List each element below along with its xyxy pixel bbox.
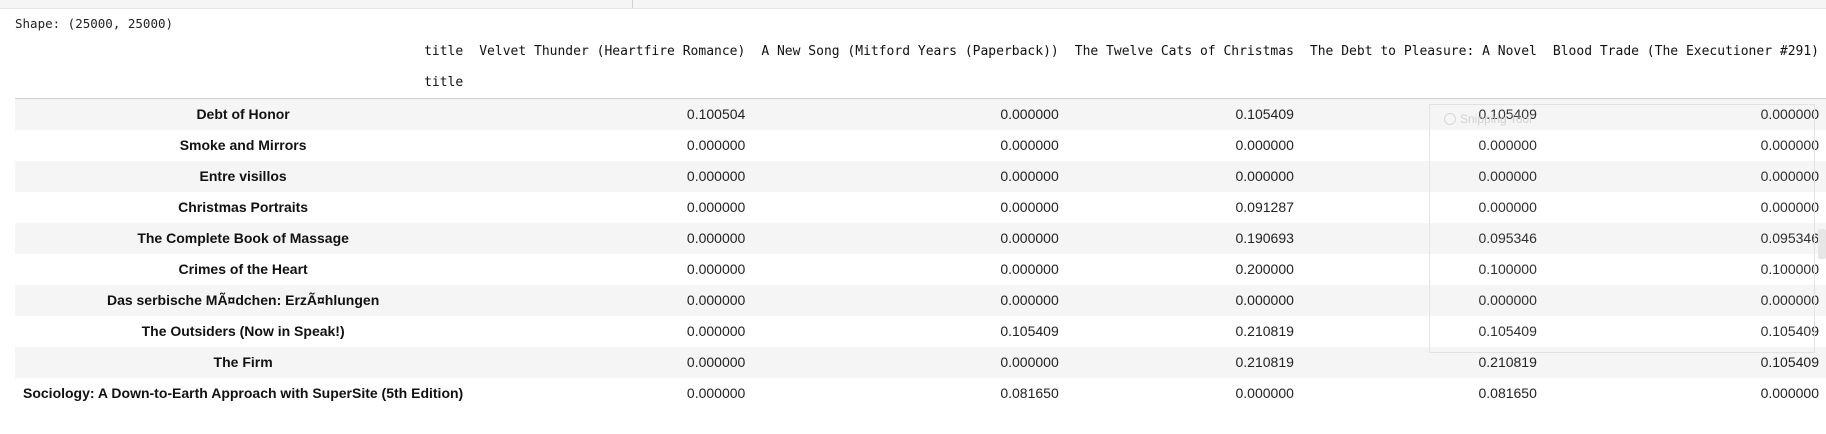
column-header: The Twelve Cats of Christmas [1074, 44, 1294, 59]
table-row: Debt of Honor 0.100504 0.000000 0.105409… [15, 98, 1826, 130]
table-cell: 0.100000 [1478, 261, 1537, 277]
table-cell: 0.000000 [686, 292, 746, 308]
row-label: The Firm [213, 354, 273, 370]
table-cell: 0.105409 [1760, 323, 1819, 339]
columns-axis-name: title [424, 44, 464, 59]
table-row: Smoke and Mirrors 0.000000 0.000000 0.00… [15, 130, 1826, 161]
table-cell: 0.000000 [1760, 137, 1819, 153]
table-cell: 0.105409 [1000, 323, 1059, 339]
table-cell: 0.091287 [1235, 199, 1294, 215]
table-cell: 0.000000 [1760, 292, 1819, 308]
table-cell: 0.200000 [1235, 261, 1294, 277]
column-header: Velvet Thunder (Heartfire Romance) [479, 44, 746, 59]
table-cell: 0.000000 [686, 199, 746, 215]
table-cell: 0.000000 [686, 137, 746, 153]
table-row: The Complete Book of Massage 0.000000 0.… [15, 222, 1826, 254]
table-cell: 0.000000 [1235, 385, 1294, 401]
row-label: Das serbische MÃ¤dchen: ErzÃ¤hlungen [106, 292, 380, 308]
table-cell: 0.095346 [1760, 230, 1819, 246]
table-cell: 0.000000 [1000, 230, 1059, 246]
vertical-scrollbar-thumb[interactable] [1818, 229, 1826, 259]
table-cell: 0.000000 [1000, 106, 1059, 123]
table-cell: 0.000000 [1000, 199, 1059, 215]
table-cell: 0.210819 [1478, 354, 1537, 370]
table-cell: 0.100504 [686, 106, 746, 123]
table-cell: 0.000000 [1235, 168, 1294, 184]
table-cell: 0.000000 [686, 385, 746, 401]
table-row: The Firm 0.000000 0.000000 0.210819 0.21… [15, 346, 1826, 378]
table-cell: 0.000000 [1760, 385, 1819, 401]
table-row: Das serbische MÃ¤dchen: ErzÃ¤hlungen 0.0… [15, 284, 1826, 316]
row-label: The Outsiders (Now in Speak!) [141, 323, 345, 339]
table-row: Christmas Portraits 0.000000 0.000000 0.… [15, 192, 1826, 223]
table-row: Entre visillos 0.000000 0.000000 0.00000… [15, 160, 1826, 192]
row-label: Sociology: A Down-to-Earth Approach with… [23, 385, 464, 401]
table-cell: 0.000000 [686, 230, 746, 246]
table-cell: 0.000000 [1478, 168, 1537, 184]
table-cell: 0.095346 [1478, 230, 1537, 246]
table-cell: 0.000000 [1760, 168, 1819, 184]
table-cell: 0.000000 [1478, 199, 1537, 215]
index-name-row: title [15, 67, 1826, 99]
table-cell: 0.000000 [1760, 106, 1819, 123]
table-cell: 0.105409 [1478, 106, 1537, 123]
table-cell: 0.000000 [1000, 354, 1059, 370]
column-header-row: title Velvet Thunder (Heartfire Romance)… [15, 36, 1826, 67]
column-header: The Debt to Pleasure: A Novel [1309, 44, 1537, 59]
table-cell: 0.105409 [1760, 354, 1819, 370]
row-label: Crimes of the Heart [178, 261, 308, 277]
column-header: Blood Trade (The Executioner #291) [1552, 44, 1819, 59]
table-cell: 0.000000 [686, 354, 746, 370]
table-row: Sociology: A Down-to-Earth Approach with… [15, 378, 1826, 409]
column-header: A New Song (Mitford Years (Paperback)) [761, 44, 1059, 59]
table-cell: 0.100000 [1760, 261, 1819, 277]
table-cell: 0.000000 [686, 261, 746, 277]
row-label: Debt of Honor [196, 106, 290, 123]
table-cell: 0.000000 [1478, 137, 1537, 153]
dataframe-table: title Velvet Thunder (Heartfire Romance)… [15, 36, 1826, 409]
table-cell: 0.081650 [1478, 385, 1537, 401]
table-cell: 0.000000 [1760, 199, 1819, 215]
table-cell: 0.210819 [1235, 354, 1294, 370]
row-label: Entre visillos [199, 168, 287, 184]
table-cell: 0.190693 [1235, 230, 1294, 246]
table-cell: 0.210819 [1235, 323, 1294, 339]
table-cell: 0.000000 [1235, 137, 1294, 153]
previous-cell-strip [0, 0, 1826, 9]
table-cell: 0.000000 [1000, 292, 1059, 308]
table-cell: 0.000000 [686, 168, 746, 184]
table-cell: 0.105409 [1235, 106, 1294, 123]
row-label: Smoke and Mirrors [179, 137, 307, 153]
table-cell: 0.000000 [1000, 137, 1059, 153]
row-label: The Complete Book of Massage [137, 230, 349, 246]
table-cell: 0.000000 [1235, 292, 1294, 308]
table-row: Crimes of the Heart 0.000000 0.000000 0.… [15, 254, 1826, 285]
table-cell: 0.000000 [1000, 261, 1059, 277]
table-cell: 0.000000 [1000, 168, 1059, 184]
table-cell: 0.081650 [1000, 385, 1059, 401]
index-name: title [15, 67, 472, 99]
shape-output: Shape: (25000, 25000) [15, 16, 174, 31]
table-cell: 0.000000 [1478, 292, 1537, 308]
table-row: The Outsiders (Now in Speak!) 0.000000 0… [15, 316, 1826, 347]
row-label: Christmas Portraits [178, 199, 309, 215]
cell-divider [632, 0, 633, 8]
table-cell: 0.000000 [686, 323, 746, 339]
table-cell: 0.105409 [1478, 323, 1537, 339]
